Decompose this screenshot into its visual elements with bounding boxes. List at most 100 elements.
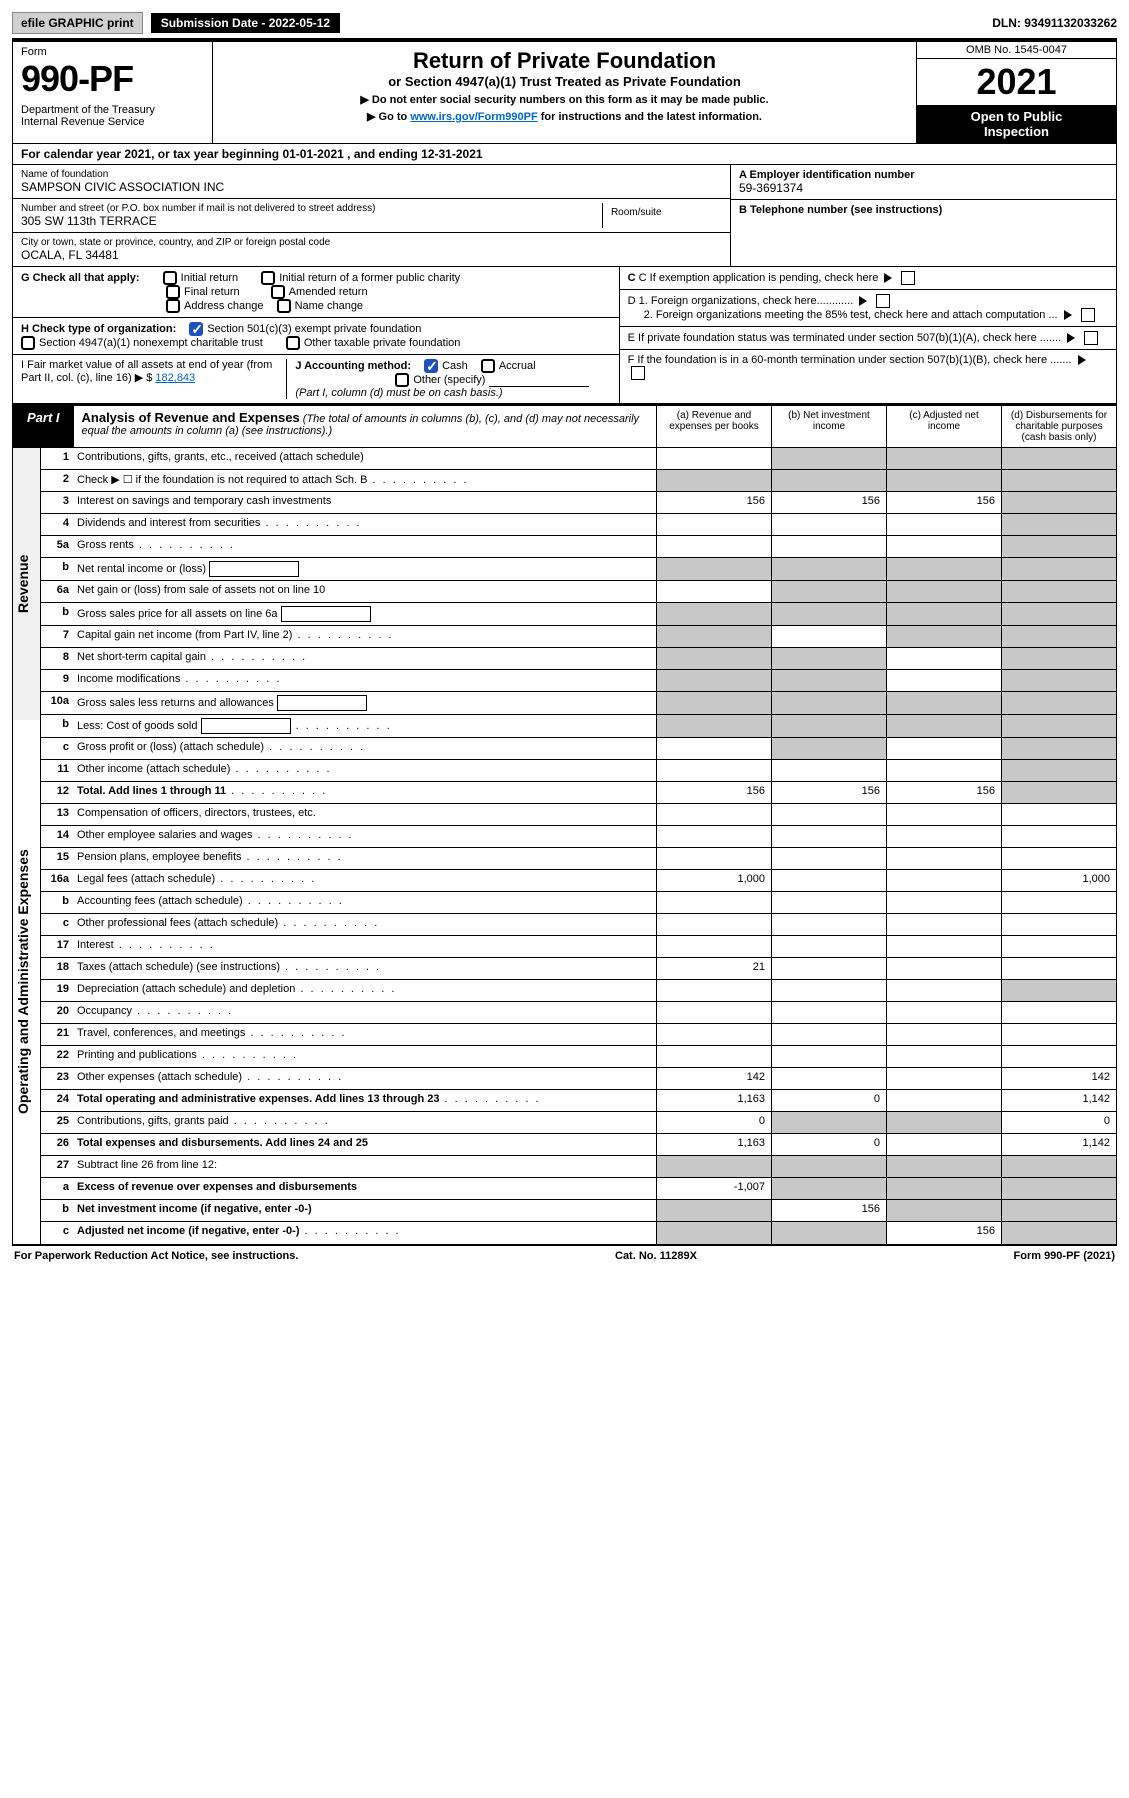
table-cell (886, 1112, 1001, 1133)
table-row: 10aGross sales less returns and allowanc… (41, 692, 1116, 715)
ck-c[interactable] (901, 271, 915, 285)
table-cell (656, 1222, 771, 1244)
table-cell (656, 936, 771, 957)
table-cell (771, 1068, 886, 1089)
j-label: J Accounting method: (295, 360, 411, 372)
table-cell (1001, 804, 1116, 825)
phone-label: B Telephone number (see instructions) (739, 204, 1108, 216)
efile-button[interactable]: efile GRAPHIC print (12, 12, 143, 34)
f-row: F If the foundation is in a 60-month ter… (620, 350, 1116, 384)
ck-cash[interactable] (424, 359, 438, 373)
fmv-amount[interactable]: 182,843 (155, 372, 195, 384)
table-cell (656, 470, 771, 491)
table-row: cOther professional fees (attach schedul… (41, 914, 1116, 936)
table-cell (1001, 581, 1116, 602)
table-cell (886, 648, 1001, 669)
row-number: b (41, 715, 73, 737)
row-number: b (41, 892, 73, 913)
row-number: 26 (41, 1134, 73, 1155)
table-row: 8Net short-term capital gain (41, 648, 1116, 670)
table-cell (771, 1178, 886, 1199)
table-cell (771, 760, 886, 781)
side-expenses: Operating and Administrative Expenses (13, 720, 40, 1244)
table-cell (1001, 648, 1116, 669)
table-cell: 0 (771, 1134, 886, 1155)
ck-4947[interactable] (21, 336, 35, 350)
form-link[interactable]: www.irs.gov/Form990PF (410, 111, 537, 123)
col-b: (b) Net investment income (771, 406, 886, 447)
col-a: (a) Revenue and expenses per books (656, 406, 771, 447)
table-row: 7Capital gain net income (from Part IV, … (41, 626, 1116, 648)
row-number: 13 (41, 804, 73, 825)
table-row: cAdjusted net income (if negative, enter… (41, 1222, 1116, 1244)
table-cell (1001, 626, 1116, 647)
table-cell (771, 715, 886, 737)
row-number: 2 (41, 470, 73, 491)
row-desc: Travel, conferences, and meetings (73, 1024, 656, 1045)
ck-address-change[interactable] (166, 299, 180, 313)
table-cell: 156 (886, 1222, 1001, 1244)
row-number: 14 (41, 826, 73, 847)
row-number: 23 (41, 1068, 73, 1089)
table-cell: 156 (886, 492, 1001, 513)
part1-table: Revenue Operating and Administrative Exp… (12, 448, 1117, 1245)
table-cell (771, 804, 886, 825)
form-number: 990-PF (21, 58, 204, 100)
table-cell (886, 892, 1001, 913)
g-row: G Check all that apply: Initial return I… (13, 267, 619, 318)
ck-d1[interactable] (876, 294, 890, 308)
row-desc: Total. Add lines 1 through 11 (73, 782, 656, 803)
table-cell: 156 (771, 1200, 886, 1221)
table-cell (886, 1178, 1001, 1199)
ck-other-method[interactable] (395, 373, 409, 387)
row-number: 21 (41, 1024, 73, 1045)
ck-e[interactable] (1084, 331, 1098, 345)
row-desc: Occupancy (73, 1002, 656, 1023)
table-cell (886, 558, 1001, 580)
table-row: 13Compensation of officers, directors, t… (41, 804, 1116, 826)
table-cell (886, 826, 1001, 847)
part1-tag: Part I (13, 406, 74, 447)
ck-initial-former[interactable] (261, 271, 275, 285)
ck-initial-return[interactable] (163, 271, 177, 285)
table-row: 17Interest (41, 936, 1116, 958)
col-c: (c) Adjusted net income (886, 406, 1001, 447)
table-cell (771, 936, 886, 957)
table-cell: 1,142 (1001, 1134, 1116, 1155)
ck-final-return[interactable] (166, 285, 180, 299)
ck-d2[interactable] (1081, 308, 1095, 322)
table-cell: 156 (771, 492, 886, 513)
row-number: a (41, 1178, 73, 1199)
table-cell (656, 738, 771, 759)
table-cell (886, 1002, 1001, 1023)
ck-501c3[interactable] (189, 322, 203, 336)
table-row: bNet rental income or (loss) (41, 558, 1116, 581)
ck-accrual[interactable] (481, 359, 495, 373)
table-cell (886, 870, 1001, 891)
calendar-year-row: For calendar year 2021, or tax year begi… (12, 144, 1117, 165)
table-cell: 1,000 (656, 870, 771, 891)
ck-amended[interactable] (271, 285, 285, 299)
table-cell: 0 (771, 1090, 886, 1111)
row-number: 19 (41, 980, 73, 1001)
table-cell (886, 1134, 1001, 1155)
table-cell (771, 1002, 886, 1023)
part1-header: Part I Analysis of Revenue and Expenses … (12, 404, 1117, 448)
tax-year: 2021 (917, 59, 1116, 105)
table-cell (1001, 514, 1116, 535)
table-cell (1001, 715, 1116, 737)
table-row: 16aLegal fees (attach schedule)1,0001,00… (41, 870, 1116, 892)
row-desc: Dividends and interest from securities (73, 514, 656, 535)
row-number: 20 (41, 1002, 73, 1023)
ck-other-taxable[interactable] (286, 336, 300, 350)
row-number: 18 (41, 958, 73, 979)
table-cell (1001, 848, 1116, 869)
row-number: 22 (41, 1046, 73, 1067)
row-desc: Other expenses (attach schedule) (73, 1068, 656, 1089)
table-cell (771, 848, 886, 869)
table-row: 26Total expenses and disbursements. Add … (41, 1134, 1116, 1156)
ck-name-change[interactable] (277, 299, 291, 313)
ck-f[interactable] (631, 366, 645, 380)
table-cell (886, 470, 1001, 491)
row-number: 9 (41, 670, 73, 691)
